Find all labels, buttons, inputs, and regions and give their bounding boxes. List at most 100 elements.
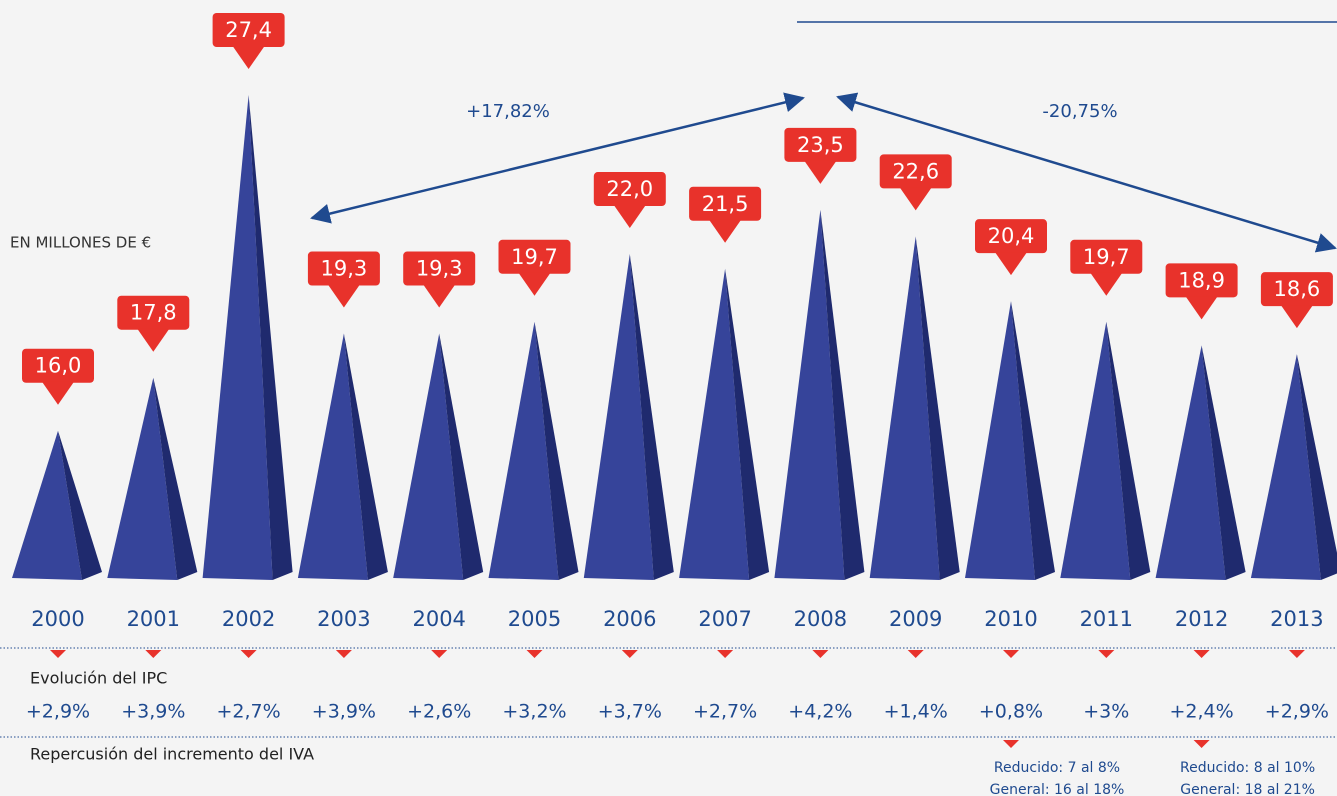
marker-triangle xyxy=(1193,650,1210,658)
x-tick-label: 2008 xyxy=(794,607,847,631)
marker-triangle xyxy=(431,650,448,658)
pyramid-front xyxy=(202,94,273,580)
pyramid-front xyxy=(1060,321,1131,580)
pyramid-front xyxy=(1155,345,1226,580)
pyramid xyxy=(679,268,770,580)
x-tick-label: 2012 xyxy=(1175,607,1228,631)
pyramid-side xyxy=(1296,354,1337,580)
value-callout xyxy=(1260,272,1333,307)
marker-triangle xyxy=(1288,650,1305,658)
value-callout xyxy=(975,219,1047,254)
marker-triangle xyxy=(1003,650,1019,658)
annotation: +17,82% xyxy=(466,101,550,122)
ipc-value: +2,7% xyxy=(693,701,757,723)
x-tick-label: 2000 xyxy=(31,607,84,631)
ipc-value: +2,9% xyxy=(26,701,90,723)
marker-triangle xyxy=(145,650,162,658)
value-label: 19,7 xyxy=(511,245,558,269)
pyramid-side xyxy=(915,236,960,580)
value-label: 20,4 xyxy=(988,224,1035,248)
x-tick-label: 2001 xyxy=(127,607,180,631)
x-tick-label: 2007 xyxy=(698,607,751,631)
marker-triangle xyxy=(1098,650,1115,658)
pyramid xyxy=(774,209,865,580)
x-tick-label: 2002 xyxy=(222,607,275,631)
x-tick-label: 2004 xyxy=(412,607,465,631)
value-label: 23,5 xyxy=(797,133,844,157)
pyramid-front xyxy=(583,254,654,580)
marker-triangle xyxy=(621,650,638,658)
pyramid-front xyxy=(869,236,940,580)
iva-label: Repercusión del incremento del IVA xyxy=(30,745,314,764)
value-callout xyxy=(1165,263,1238,298)
iva-note: General: 16 al 18% xyxy=(990,782,1125,796)
ipc-value: +2,4% xyxy=(1169,701,1233,723)
pyramid xyxy=(488,321,579,580)
pyramid-front xyxy=(965,301,1035,580)
value-callout-pointer xyxy=(899,187,932,211)
ipc-value: +3,9% xyxy=(121,701,185,723)
marker-triangle xyxy=(717,650,734,658)
value-label: 22,0 xyxy=(606,177,653,201)
marker-triangle xyxy=(1193,740,1210,748)
value-label: 19,3 xyxy=(416,257,463,281)
value-callout-pointer xyxy=(613,205,646,229)
value-callout-pointer xyxy=(804,160,837,184)
pyramid xyxy=(965,301,1055,580)
value-callout-pointer xyxy=(518,272,551,296)
ipc-value: +1,4% xyxy=(884,701,948,723)
marker-triangle xyxy=(335,650,352,658)
pyramid xyxy=(297,333,388,580)
x-tick-label: 2006 xyxy=(603,607,656,631)
trend-arrow xyxy=(310,92,805,224)
ipc-value: +2,7% xyxy=(216,701,280,723)
value-label: 27,4 xyxy=(225,18,272,42)
iva-note: Reducido: 8 al 10% xyxy=(1180,760,1315,776)
value-label: 18,9 xyxy=(1178,268,1225,292)
value-label: 17,8 xyxy=(130,301,177,325)
pyramid xyxy=(12,430,102,580)
value-label: 18,6 xyxy=(1274,277,1321,301)
iva-note: General: 18 al 21% xyxy=(1180,782,1315,796)
value-callout-pointer xyxy=(1185,296,1218,320)
pyramid xyxy=(1155,345,1246,580)
value-callout-pointer xyxy=(42,381,74,405)
pyramid xyxy=(1250,354,1337,580)
value-callout xyxy=(1070,239,1143,274)
value-callout-pointer xyxy=(995,252,1027,276)
value-label: 22,6 xyxy=(892,159,939,183)
value-label: 16,0 xyxy=(35,354,82,378)
ipc-value: +4,2% xyxy=(788,701,852,723)
x-tick-label: 2009 xyxy=(889,607,942,631)
value-callout-pointer xyxy=(423,284,456,308)
marker-triangle xyxy=(907,650,924,658)
x-tick-label: 2005 xyxy=(508,607,561,631)
pyramid-front xyxy=(297,333,368,580)
pyramid-side xyxy=(248,94,293,580)
value-callout xyxy=(22,348,94,383)
value-callout xyxy=(307,251,380,286)
value-label: 21,5 xyxy=(702,192,749,216)
value-callout-pointer xyxy=(232,45,265,69)
ipc-value: +3% xyxy=(1083,701,1129,723)
pyramid xyxy=(869,236,960,580)
x-tick-label: 2003 xyxy=(317,607,370,631)
value-callout xyxy=(593,172,666,207)
pyramid-front xyxy=(12,430,82,580)
value-callout-pointer xyxy=(709,219,742,243)
ipc-value: +0,8% xyxy=(979,701,1043,723)
value-callout xyxy=(784,127,857,162)
pyramid-front xyxy=(1250,354,1321,580)
pyramid-front xyxy=(393,333,464,580)
pyramid-side xyxy=(153,377,198,580)
x-tick-label: 2013 xyxy=(1270,607,1323,631)
ipc-value: +3,2% xyxy=(502,701,566,723)
marker-triangle xyxy=(1003,740,1019,748)
pyramid-side xyxy=(725,268,770,580)
annotation: -20,75% xyxy=(1042,101,1117,122)
pyramid xyxy=(393,333,484,580)
value-callout xyxy=(689,186,762,221)
marker-triangle xyxy=(240,650,257,658)
pyramid-side xyxy=(820,209,865,580)
